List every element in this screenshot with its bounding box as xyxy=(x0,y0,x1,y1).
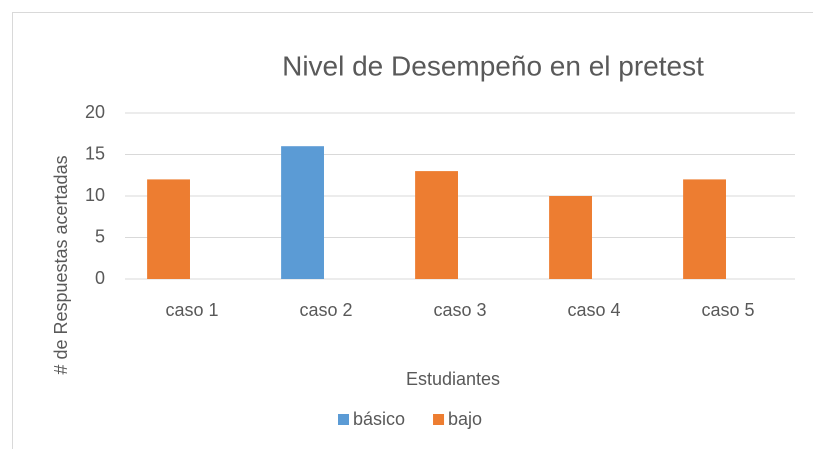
x-tick-label: caso 5 xyxy=(701,300,754,320)
legend-label: bajo xyxy=(448,409,482,429)
x-tick-label: caso 2 xyxy=(299,300,352,320)
x-axis-label: Estudiantes xyxy=(406,369,500,389)
bar xyxy=(415,171,458,279)
chart-title: Nivel de Desempeño en el pretest xyxy=(282,50,704,81)
bar xyxy=(147,179,190,279)
x-tick-label: caso 4 xyxy=(567,300,620,320)
bar xyxy=(549,196,592,279)
x-tick-label: caso 3 xyxy=(433,300,486,320)
legend-label: básico xyxy=(353,409,405,429)
x-tick-label: caso 1 xyxy=(165,300,218,320)
y-tick-label: 10 xyxy=(85,185,105,205)
y-tick-label: 20 xyxy=(85,102,105,122)
bar xyxy=(281,146,324,279)
legend-swatch xyxy=(433,414,445,425)
chart-border xyxy=(12,12,813,449)
bar xyxy=(683,179,726,279)
y-tick-label: 15 xyxy=(85,143,105,163)
y-tick-label: 5 xyxy=(95,226,105,246)
y-axis-label: # de Respuestas acertadas xyxy=(51,155,71,374)
legend-swatch xyxy=(338,414,349,425)
y-tick-label: 0 xyxy=(95,268,105,288)
